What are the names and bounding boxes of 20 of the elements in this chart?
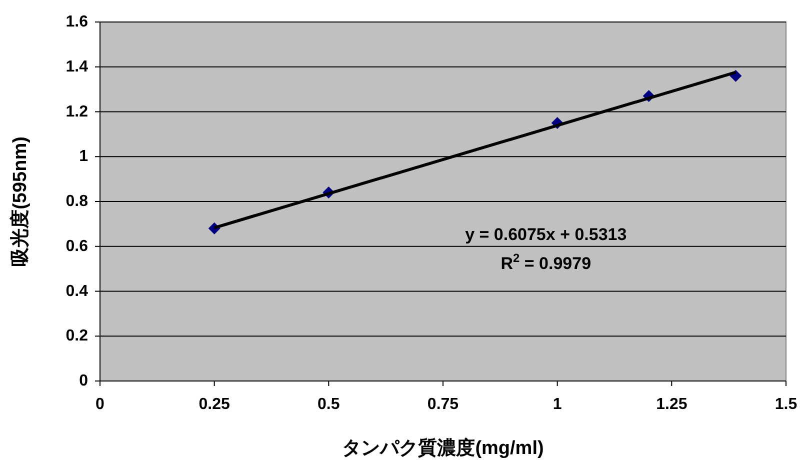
x-axis-title: タンパク質濃度(mg/ml) <box>342 437 544 459</box>
x-tick-label: 0.75 <box>427 396 459 413</box>
annotation: R$^{2}$ = 0.9979 <box>500 251 592 273</box>
annotation: y = 0.6075x + 0.5313 <box>465 225 627 244</box>
x-tick-label: 1.25 <box>656 396 688 413</box>
y-tick-label: 0.8 <box>66 193 88 210</box>
x-tick-label: 0.25 <box>198 396 230 413</box>
y-tick-label: 0 <box>79 372 88 390</box>
y-tick-label: 0.2 <box>66 328 88 345</box>
y-tick-label: 0.6 <box>66 238 88 255</box>
y-tick-label: 1.2 <box>66 103 88 120</box>
y-axis-title: 吸光度(595nm) <box>9 136 31 266</box>
y-tick-label: 1.6 <box>66 14 88 30</box>
y-tick-label: 1.4 <box>66 58 88 76</box>
x-tick-label: 0.5 <box>318 396 340 413</box>
x-tick-label: 0 <box>96 396 105 413</box>
y-tick-label: 1 <box>79 148 88 166</box>
x-tick-label: 1.5 <box>774 396 798 413</box>
x-tick-label: 1 <box>552 396 562 413</box>
y-tick-label: 0.4 <box>66 282 88 300</box>
